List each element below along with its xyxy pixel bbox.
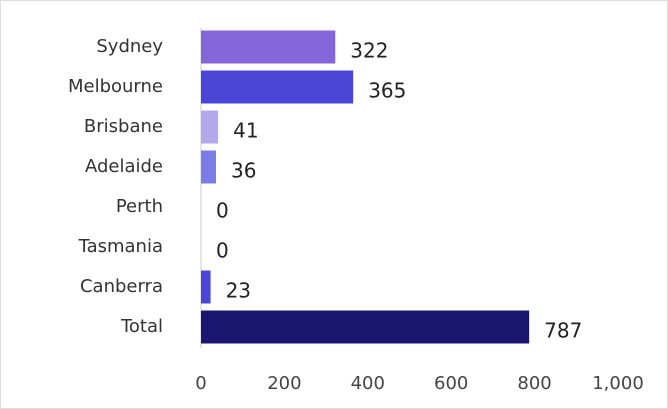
bar [201,70,354,104]
x-tick-label: 400 [351,373,385,394]
y-tick-label: Total [120,316,163,337]
y-tick-label: Brisbane [84,116,163,137]
y-tick-label: Perth [116,196,163,217]
y-tick-label: Melbourne [68,76,163,97]
x-tick-label: 600 [434,373,468,394]
data-label: 36 [231,159,256,183]
y-tick-label: Tasmania [78,236,163,257]
data-label: 0 [216,239,229,263]
data-label: 365 [368,79,406,103]
bar [201,150,217,184]
data-label: 0 [216,199,229,223]
y-tick-label: Canberra [80,276,163,297]
y-tick-label: Sydney [96,36,163,57]
x-tick-label: 800 [517,373,551,394]
bar [201,270,211,304]
data-label: 322 [350,39,388,63]
data-label: 787 [544,319,582,343]
bar [201,30,336,64]
data-label: 23 [226,279,251,303]
y-tick-label: Adelaide [85,156,163,177]
x-tick-label: 1,000 [592,373,644,394]
bar [201,310,530,344]
bar [201,110,219,144]
x-tick-label: 0 [195,373,206,394]
x-tick-label: 200 [267,373,301,394]
data-label: 41 [233,119,258,143]
